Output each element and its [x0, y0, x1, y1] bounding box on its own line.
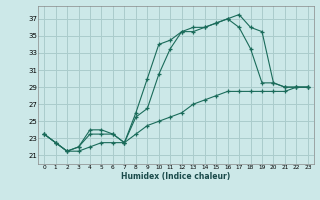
X-axis label: Humidex (Indice chaleur): Humidex (Indice chaleur)	[121, 172, 231, 181]
